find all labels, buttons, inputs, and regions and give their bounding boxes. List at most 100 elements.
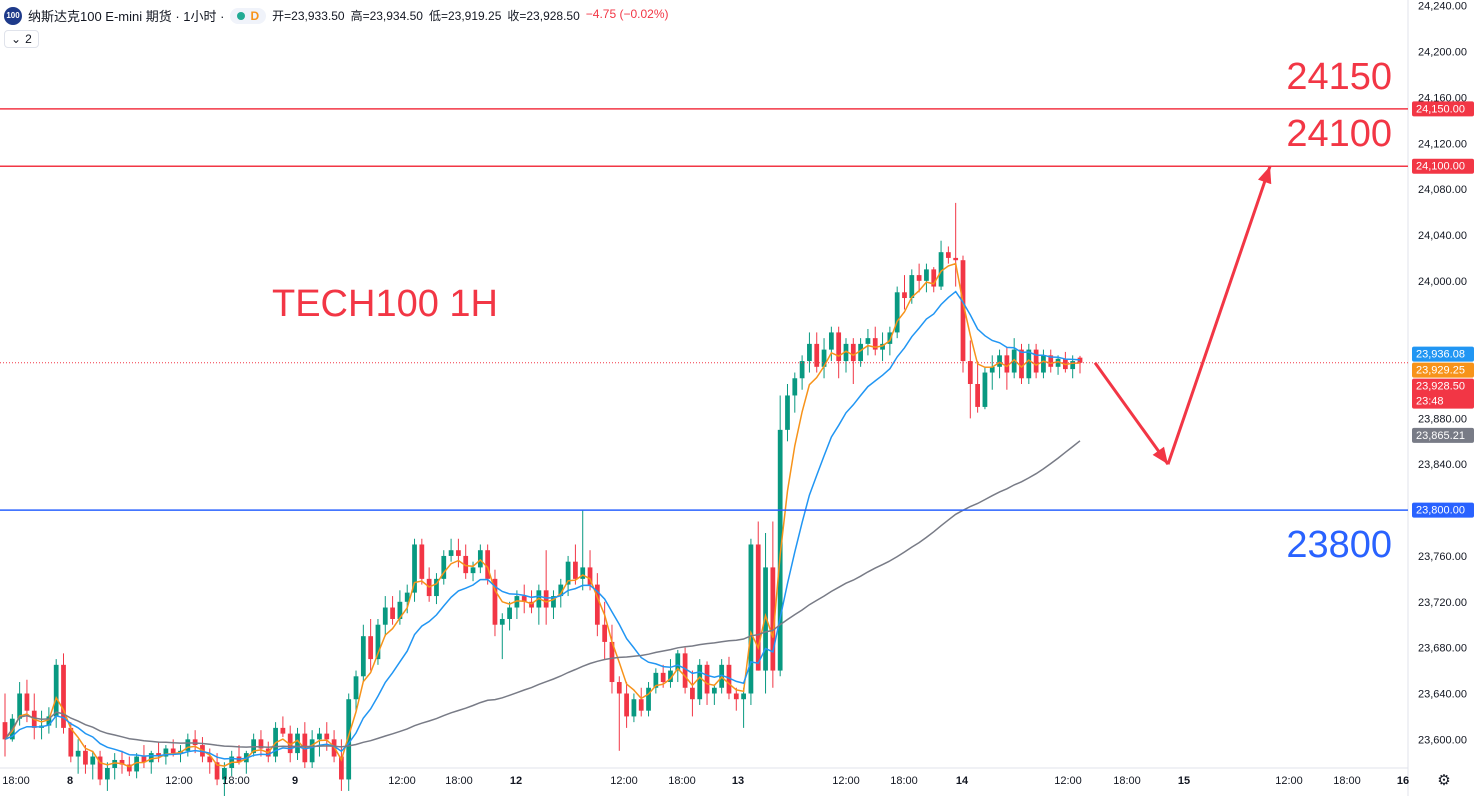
price-tag-ema_fast: [1412, 362, 1474, 378]
indicators-collapse-button[interactable]: ⌄ 2: [4, 30, 39, 48]
candle-body: [463, 555, 469, 574]
symbol-title[interactable]: 纳斯达克100 E-mini 期货 · 1小时 ·: [28, 9, 225, 24]
ema-mid-line: [4, 290, 1081, 760]
market-status-pill[interactable]: D: [230, 7, 267, 24]
candle-body: [748, 544, 754, 694]
candle-body: [360, 636, 366, 677]
candle-body: [960, 260, 966, 362]
candle-body: [945, 252, 951, 258]
candle-body: [865, 338, 871, 344]
y-tick-label: 24,080.00: [1418, 184, 1467, 196]
candle-body: [141, 756, 147, 763]
candle-body: [529, 601, 534, 608]
candle-body: [646, 687, 651, 711]
chart-header: 100 纳斯达克100 E-mini 期货 · 1小时 · D 开=23,933…: [4, 6, 669, 25]
ohlc-legend: 开=23,933.50 高=23,934.50 低=23,919.25 收=23…: [272, 7, 668, 24]
y-tick-label: 23,880.00: [1418, 413, 1467, 425]
gear-icon[interactable]: ⚙: [1437, 772, 1451, 789]
candle-body: [755, 544, 761, 671]
candle-body: [17, 693, 23, 719]
candle-body: [821, 349, 827, 367]
candle-body: [222, 768, 227, 780]
candle-body: [192, 739, 198, 746]
candle-body: [492, 578, 498, 625]
price-tag-countdown: 23:48: [1416, 396, 1444, 408]
candle-body: [126, 764, 132, 772]
candle-body: [551, 596, 556, 608]
candle-body: [894, 292, 900, 333]
candle-body: [419, 544, 425, 579]
candle-body: [858, 343, 863, 362]
candle-body: [280, 727, 286, 734]
candle-body: [412, 544, 417, 593]
candle-body: [295, 733, 300, 754]
ohlc-low: 低=23,919.25: [428, 9, 502, 23]
candle-body: [872, 338, 878, 350]
candle-body: [375, 624, 381, 660]
candle-body: [317, 733, 322, 740]
y-tick-label: 24,200.00: [1418, 47, 1467, 59]
candle-body: [763, 567, 768, 671]
projection-arrow-down-head: [1152, 446, 1168, 465]
price-tag-label: 23,929.25: [1416, 365, 1465, 377]
candle-body: [448, 550, 454, 556]
y-tick-label: 23,720.00: [1418, 597, 1467, 609]
candle-body: [609, 641, 615, 683]
candle-body: [456, 550, 461, 556]
price-tag-label: 24,100.00: [1416, 161, 1465, 173]
x-tick-label: 18:00: [668, 775, 696, 787]
x-tick-label: 8: [67, 775, 73, 787]
candle-body: [675, 653, 681, 671]
candle-body: [434, 578, 439, 597]
x-tick-label: 9: [292, 775, 298, 787]
candle-body: [75, 750, 81, 757]
candle-body: [470, 567, 476, 574]
candle-body: [507, 607, 512, 619]
candle-body: [638, 699, 644, 711]
candle-body: [997, 355, 1002, 367]
x-tick-label: 12:00: [1275, 775, 1303, 787]
candle-body: [148, 753, 154, 763]
price-tag-support: [1412, 502, 1474, 518]
candle-body: [61, 664, 66, 728]
x-tick-label: 13: [732, 775, 744, 787]
delayed-data-badge: D: [250, 8, 260, 23]
projection-arrow-up-shaft: [1166, 165, 1272, 465]
candle-body: [916, 275, 922, 281]
candle-body: [697, 664, 703, 700]
candle-body: [1004, 355, 1010, 373]
candle-body: [156, 753, 161, 757]
candle-body: [1019, 349, 1024, 379]
candle-body: [565, 561, 571, 585]
price-tag-resistance: [1412, 101, 1474, 117]
candle-body: [485, 550, 491, 579]
candle-body: [119, 759, 125, 765]
candle-body: [828, 332, 834, 350]
y-tick-label: 24,240.00: [1418, 1, 1467, 13]
candle-body: [726, 664, 732, 694]
x-tick-label: 12: [510, 775, 522, 787]
candle-body: [668, 670, 673, 683]
candle-body: [24, 693, 30, 711]
candle-body: [924, 269, 929, 281]
indicators-count: 2: [25, 32, 32, 46]
candle-body: [68, 727, 74, 757]
x-tick-label: 12:00: [165, 775, 193, 787]
x-tick-label: 14: [956, 775, 969, 787]
candle-body: [733, 693, 739, 700]
y-tick-label: 24,000.00: [1418, 276, 1467, 288]
chevron-down-icon: ⌄: [11, 32, 22, 46]
ma-slow-line: [4, 440, 1081, 748]
candle-body: [390, 607, 395, 619]
candle-body: [902, 292, 907, 299]
candle-body: [287, 733, 293, 754]
candle-body: [163, 748, 169, 757]
candle-body: [1070, 361, 1076, 370]
price-tag-label: 23,865.21: [1416, 430, 1465, 442]
candle-body: [1011, 349, 1017, 373]
candle-body: [1026, 349, 1032, 379]
symbol-icon[interactable]: 100: [4, 6, 22, 25]
candle-body: [982, 372, 988, 407]
x-tick-label: 16: [1397, 775, 1409, 787]
